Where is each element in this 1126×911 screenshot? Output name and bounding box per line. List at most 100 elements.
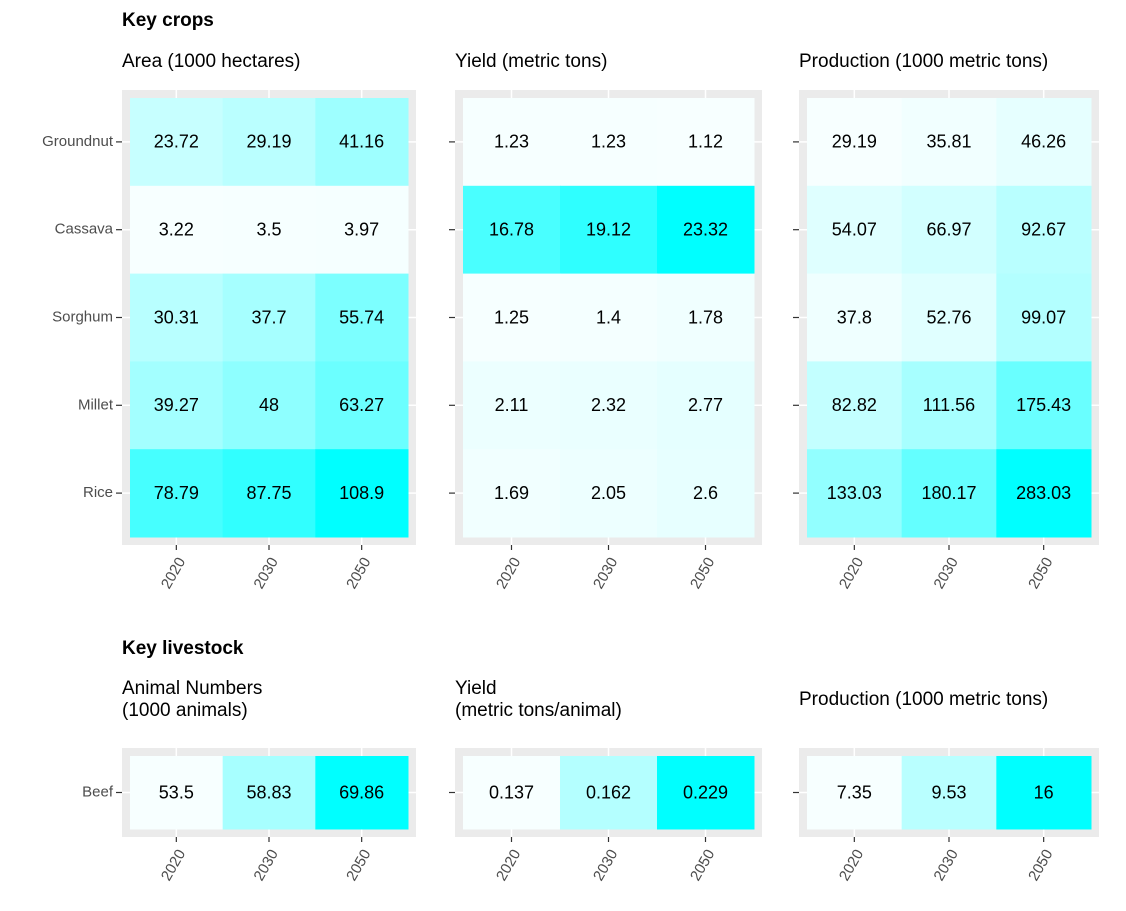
heat-cell — [901, 449, 997, 538]
heat-cell — [315, 361, 409, 450]
heat-cell — [222, 273, 316, 362]
heat-cell — [463, 756, 561, 830]
cell-label: 0.137 — [489, 782, 534, 802]
panel-title: Production (1000 metric tons) — [799, 689, 1049, 710]
cell-label: 55.74 — [339, 307, 384, 327]
x-tick-label: 2050 — [687, 846, 718, 883]
cell-label: 108.9 — [339, 483, 384, 503]
heat-cell — [996, 185, 1092, 275]
x-tick-label: 2030 — [250, 554, 281, 591]
heat-cell — [130, 98, 224, 187]
cell-label: 37.8 — [837, 307, 872, 327]
heat-cell — [130, 361, 224, 450]
heat-cell — [222, 98, 316, 187]
heat-cell — [315, 756, 409, 830]
heat-cell — [807, 273, 903, 362]
panel-title: Yield (metric tons) — [455, 51, 608, 72]
heat-cell — [130, 449, 224, 538]
cell-label: 99.07 — [1021, 307, 1066, 327]
heat-cell — [807, 185, 903, 275]
heat-cell — [463, 98, 561, 187]
cell-label: 66.97 — [926, 219, 971, 239]
y-tick-label: Millet — [78, 396, 114, 413]
heat-cell — [463, 273, 561, 362]
cell-label: 1.23 — [494, 132, 529, 152]
cell-label: 23.32 — [683, 219, 728, 239]
heat-cell — [657, 273, 755, 362]
cell-label: 78.79 — [154, 483, 199, 503]
cell-label: 2.11 — [495, 395, 529, 415]
panel-title: Production (1000 metric tons) — [799, 51, 1049, 72]
panel-title: Area (1000 hectares) — [122, 51, 301, 72]
y-tick-label: Rice — [83, 484, 113, 501]
heat-cell — [463, 185, 561, 275]
heat-cell — [222, 185, 316, 275]
x-tick-label: 2050 — [343, 554, 374, 591]
x-tick-label: 2030 — [930, 554, 961, 591]
y-tick-label: Beef — [82, 783, 114, 800]
cell-label: 180.17 — [921, 483, 976, 503]
heat-cell — [315, 185, 409, 275]
cell-label: 1.4 — [596, 307, 621, 327]
cell-label: 48 — [259, 395, 279, 415]
cell-label: 2.77 — [688, 395, 723, 415]
x-tick-label: 2020 — [836, 554, 867, 591]
heat-cell — [901, 361, 997, 450]
cell-label: 0.229 — [683, 782, 728, 802]
heat-cell — [560, 449, 658, 538]
cell-label: 111.56 — [923, 395, 975, 415]
panel-title: Yield (metric tons/animal) — [455, 678, 622, 721]
cell-label: 46.26 — [1021, 132, 1066, 152]
heat-cell — [807, 756, 903, 830]
cell-label: 52.76 — [926, 307, 971, 327]
cell-label: 133.03 — [827, 483, 882, 503]
cell-label: 0.162 — [586, 782, 631, 802]
cell-label: 92.67 — [1021, 219, 1066, 239]
cell-label: 1.12 — [688, 132, 723, 152]
heat-cell — [130, 185, 224, 275]
heat-cell — [463, 449, 561, 538]
x-tick-label: 2050 — [687, 554, 718, 591]
cell-label: 63.27 — [339, 395, 384, 415]
heat-cell — [807, 98, 903, 187]
heat-cell — [996, 449, 1092, 538]
heat-cell — [996, 756, 1092, 830]
cell-label: 39.27 — [154, 395, 199, 415]
cell-label: 2.32 — [591, 395, 626, 415]
heat-cell — [315, 449, 409, 538]
cell-label: 82.82 — [832, 395, 877, 415]
cell-label: 41.16 — [339, 132, 384, 152]
heat-cell — [996, 98, 1092, 187]
cell-label: 69.86 — [339, 782, 384, 802]
cell-label: 283.03 — [1016, 483, 1071, 503]
cell-label: 9.53 — [931, 782, 966, 802]
x-tick-label: 2020 — [836, 846, 867, 883]
cell-label: 29.19 — [246, 132, 291, 152]
heat-cell — [222, 756, 316, 830]
section-title: Key livestock — [122, 638, 244, 659]
heat-cell — [560, 756, 658, 830]
heat-cell — [901, 185, 997, 275]
x-tick-label: 2050 — [1025, 554, 1056, 591]
cell-label: 2.6 — [693, 483, 718, 503]
cell-label: 87.75 — [246, 483, 291, 503]
heat-cell — [657, 449, 755, 538]
cell-label: 58.83 — [246, 782, 291, 802]
cell-label: 3.5 — [256, 219, 281, 239]
heat-cell — [901, 273, 997, 362]
heat-cell — [996, 273, 1092, 362]
cell-label: 19.12 — [586, 219, 631, 239]
heat-cell — [807, 449, 903, 538]
heat-cell — [560, 98, 658, 187]
x-tick-label: 2020 — [493, 846, 524, 883]
heat-cell — [130, 756, 224, 830]
cell-label: 3.22 — [159, 219, 194, 239]
x-tick-label: 2020 — [493, 554, 524, 591]
cell-label: 7.35 — [837, 782, 872, 802]
x-tick-label: 2030 — [930, 846, 961, 883]
cell-label: 175.43 — [1016, 395, 1071, 415]
x-tick-label: 2030 — [590, 846, 621, 883]
heat-cell — [996, 361, 1092, 450]
